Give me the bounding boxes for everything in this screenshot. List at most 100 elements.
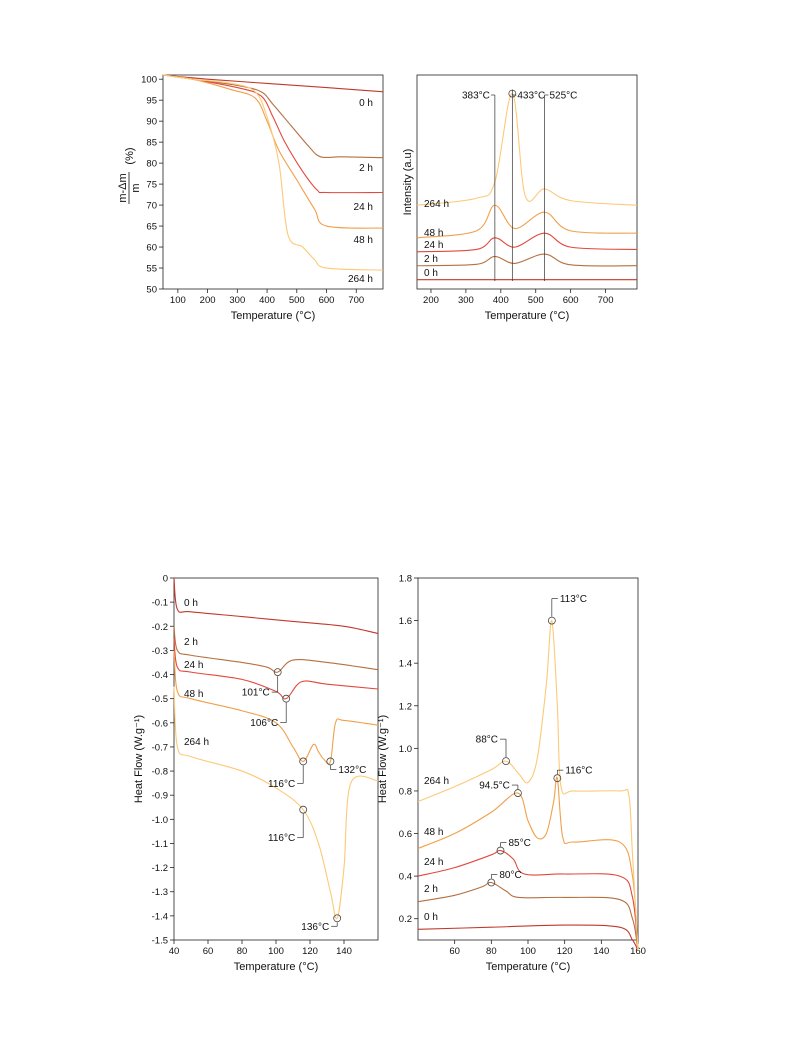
series-line [173,577,379,635]
plot-frame [162,74,384,290]
y-tick-label: -1.3 [152,887,168,898]
series-label: 264 h [348,274,373,285]
y-label-unit: (%) [124,147,136,164]
x-axis-label: Temperature (°C) [486,961,570,973]
annotation-label: 116°C [268,779,295,790]
annotation-label: 433°C [517,91,545,102]
y-tick-label: 1.8 [399,574,412,585]
series-line [416,253,638,267]
annotation-label: 383°C [462,91,490,102]
annotation-label: 80°C [499,870,521,881]
y-tick-label: 1.2 [399,701,412,712]
y-axis-label: Intensity (a.u) [402,149,414,216]
x-tick-label: 400 [493,295,509,306]
series-line [162,74,384,93]
annotation-label: 116°C [565,766,592,777]
y-tick-label: 80 [146,159,157,170]
series-line [162,74,384,194]
annotation-label: 94.5°C [479,781,510,792]
series-label: 48 h [424,228,443,239]
x-tick-label: 120 [302,946,318,957]
y-tick-label: -0.8 [152,767,168,778]
y-axis-label: Heat Flow (W.g⁻¹) [377,715,389,803]
series-label: 2 h [424,884,438,895]
series-line [416,204,638,239]
y-tick-label: 1.6 [399,616,412,627]
annotation-label: 106°C [250,718,278,729]
series-line [416,93,638,206]
series-line [162,74,384,271]
x-tick-label: 100 [170,295,186,306]
y-tick-label: 90 [146,117,157,128]
series-line [416,232,638,253]
annotation-label: 132°C [338,765,366,776]
annotation-label: 136°C [301,922,329,933]
y-tick-label: 75 [146,180,157,191]
y-tick-label: -1.5 [152,936,168,947]
y-tick-label: -0.4 [152,670,168,681]
annotation-label: 88°C [476,735,498,746]
chart-1: 100 200 300 400 500 600 700 50 55 60 65 70 75 80 85 90 9… [117,74,384,322]
y-label-denominator: m [130,183,142,192]
series-label: 0 h [424,268,438,279]
annotation-marker [273,668,282,677]
x-tick-label: 700 [348,295,364,306]
series-label: 24 h [184,660,203,671]
annotation-marker [553,774,562,783]
y-tick-label: -0.7 [152,742,168,753]
series-line [173,686,379,920]
x-tick-label: 500 [289,295,305,306]
series-label: 2 h [424,254,438,265]
x-axis-label: Temperature (°C) [485,310,569,322]
y-tick-label: 0 [163,574,168,585]
x-tick-label: 120 [557,946,573,957]
y-tick-label: 0.2 [399,914,412,925]
annotation-marker [333,914,342,923]
y-tick-label: -0.1 [152,598,168,609]
y-tick-label: -0.3 [152,646,168,657]
series-line [417,924,639,951]
chart-4: 60 80 100 120 140 160 0.2 0.4 0.6 0.8 1.0 1.2 1.4 1.6… [377,574,646,974]
annotation-label: 113°C [560,594,587,605]
y-tick-label: -0.2 [152,622,168,633]
series-line [417,620,639,951]
x-tick-label: 600 [319,295,335,306]
annotation-marker [326,757,335,766]
x-tick-label: 300 [229,295,245,306]
x-tick-label: 60 [203,946,214,957]
x-tick-label: 700 [598,295,614,306]
annotation-marker [299,805,308,814]
y-tick-label: 1.4 [399,659,412,670]
series-line [162,74,384,229]
x-tick-label: 80 [486,946,497,957]
y-tick-label: -0.5 [152,694,168,705]
x-axis-label: Temperature (°C) [231,310,315,322]
y-tick-label: -1.0 [152,815,168,826]
y-tick-label: 85 [146,138,157,149]
x-tick-label: 400 [259,295,275,306]
x-tick-label: 200 [423,295,439,306]
series-line [173,650,379,765]
annotation-marker [547,616,556,625]
series-label: 48 h [354,235,373,246]
y-tick-label: 100 [141,75,157,86]
annotation-marker [299,757,308,766]
series-line [162,74,384,159]
series-label: 264 h [184,737,209,748]
x-tick-label: 60 [449,946,460,957]
series-line [173,638,379,700]
series-label: 264 h [424,199,449,210]
x-tick-label: 40 [169,946,180,957]
x-tick-label: 100 [268,946,284,957]
annotation-marker [502,757,510,766]
y-tick-label: 0.4 [399,872,412,883]
x-tick-label: 100 [520,946,536,957]
plot-frame [417,577,639,941]
annotation-label: 85°C [509,838,531,849]
series-label: 0 h [359,98,373,109]
y-tick-label: 0.6 [399,829,412,840]
annotation-marker [496,846,505,855]
series-label: 2 h [184,637,198,648]
y-tick-label: 70 [146,201,157,212]
x-tick-label: 160 [630,946,646,957]
